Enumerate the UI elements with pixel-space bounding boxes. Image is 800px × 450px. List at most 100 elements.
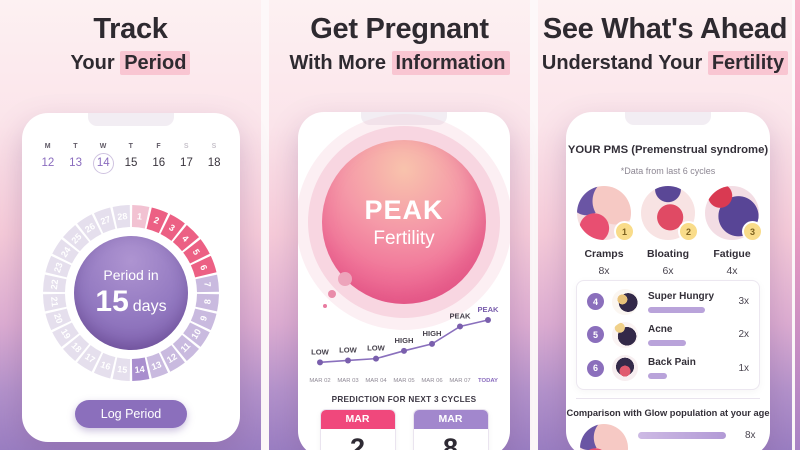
svg-text:3: 3: [167, 222, 177, 233]
peak-label: PEAK: [364, 194, 444, 225]
cycle-card-day: 2: [349, 433, 366, 450]
dow-label: F: [156, 143, 162, 150]
cycle-wheel[interactable]: 1 2 3 4 5 6 7 8 9 10 11 12 13 14 15 16 17 18 19 20 21 22 23 24 2…: [41, 203, 221, 383]
symptom-row-back-pain[interactable]: 6 Back Pain 1x: [577, 355, 759, 382]
week-day-wed-selected[interactable]: W 14: [89, 143, 117, 174]
svg-text:18: 18: [69, 340, 83, 354]
tile2-subtitle: With More Information: [269, 51, 530, 75]
symptom-row-super-hungry[interactable]: 4 Super Hungry 3x: [577, 288, 759, 315]
svg-text:HIGH: HIGH: [395, 336, 414, 345]
phone-mockup-pms: YOUR PMS (Premenstrual syndrome) *Data f…: [566, 112, 770, 450]
period-countdown-value: 15: [95, 285, 129, 318]
cycle-card-day: 8: [442, 433, 459, 450]
top-symptoms-row: 1 Cramps 8x 2 Bloating 6x 3 Fatigue: [572, 186, 764, 277]
svg-text:21: 21: [49, 296, 60, 307]
period-countdown-disc: Period in 15 days: [74, 236, 188, 350]
svg-text:19: 19: [59, 327, 73, 341]
phone-mockup-period-tracker: M 12 T 13 W 14 T 15 F 16: [22, 113, 240, 442]
dow-label: T: [128, 143, 134, 150]
symptom-frequency-bar: [648, 306, 706, 313]
svg-text:24: 24: [59, 245, 73, 259]
rank-badge: 1: [614, 221, 635, 242]
svg-text:TODAY: TODAY: [478, 378, 498, 384]
svg-text:17: 17: [83, 351, 97, 365]
svg-text:MAR 02: MAR 02: [309, 378, 330, 384]
svg-text:22: 22: [49, 279, 60, 290]
cycle-card-mar-2[interactable]: MAR 2: [319, 409, 396, 450]
date-label: 14: [92, 153, 114, 174]
symptom-bloating[interactable]: 2 Bloating 6x: [637, 186, 699, 277]
rank-circle: 4: [587, 293, 604, 311]
symptom-name: Bloating: [647, 248, 689, 260]
rank-circle: 6: [587, 359, 604, 377]
date-label: 16: [152, 157, 166, 169]
tile1-subtitle-highlight: Period: [120, 51, 191, 75]
decorative-dot: [338, 272, 352, 286]
bloating-icon: 2: [641, 186, 699, 242]
symptom-frequency-bar: [648, 339, 686, 346]
tile2-subtitle-prefix: With More: [289, 52, 392, 74]
week-day-thu[interactable]: T 15: [117, 143, 145, 174]
svg-text:LOW: LOW: [311, 347, 330, 356]
svg-text:7: 7: [202, 281, 212, 287]
fatigue-icon: 3: [705, 186, 763, 242]
week-day-sat[interactable]: S 17: [173, 143, 201, 174]
symptom-cramps[interactable]: 1 Cramps 8x: [573, 186, 635, 277]
week-day-sun[interactable]: S 18: [200, 143, 228, 174]
back-pain-icon: [612, 355, 638, 382]
symptom-count: 6x: [662, 265, 674, 277]
svg-text:12: 12: [165, 351, 179, 365]
svg-text:20: 20: [52, 312, 65, 325]
svg-text:1: 1: [137, 211, 143, 221]
acne-icon: [612, 321, 638, 348]
symptom-name: Fatigue: [713, 248, 751, 260]
svg-text:16: 16: [99, 359, 112, 372]
dow-label: M: [44, 143, 52, 150]
symptom-fatigue[interactable]: 3 Fatigue 4x: [701, 186, 763, 277]
symptom-row-acne[interactable]: 5 Acne 2x: [577, 321, 759, 348]
svg-text:LOW: LOW: [367, 344, 386, 353]
svg-text:5: 5: [191, 247, 202, 257]
cycle-card-mar-8[interactable]: MAR 8: [412, 409, 489, 450]
week-day-fri[interactable]: F 16: [145, 143, 173, 174]
week-strip: M 12 T 13 W 14 T 15 F 16: [34, 143, 228, 174]
svg-text:13: 13: [150, 359, 163, 372]
svg-text:MAR 06: MAR 06: [421, 378, 443, 384]
week-day-mon[interactable]: M 12: [34, 143, 62, 174]
svg-text:10: 10: [189, 327, 203, 341]
tile1-title: Track: [93, 13, 168, 45]
date-label: 12: [41, 157, 55, 169]
comparison-bar-row: 8x: [638, 430, 764, 441]
screenshot-tile-track-period: Track Your Period M 12 T 13 W 14 T: [0, 0, 261, 450]
symptom-count: 3x: [738, 296, 749, 308]
pms-data-note: *Data from last 6 cycles: [620, 166, 716, 176]
fertility-line-chart: LOW MAR 02 LOW MAR 03 LOW MAR 04 HIGH MAR 05 HIG…: [309, 305, 499, 384]
dow-label: W: [99, 143, 107, 150]
svg-text:PEAK: PEAK: [477, 305, 499, 314]
phone-notch: [361, 112, 447, 125]
tile2-title: Get Pregnant: [310, 13, 489, 45]
svg-text:15: 15: [117, 364, 128, 375]
rank-badge: 3: [742, 221, 763, 242]
log-period-button[interactable]: Log Period: [75, 400, 187, 428]
tile3-subtitle-prefix: Understand Your: [541, 52, 708, 74]
symptom-name: Cramps: [584, 248, 624, 260]
date-label: 15: [124, 157, 138, 169]
date-label: 13: [69, 157, 82, 169]
screenshot-tile-whats-ahead: See What's Ahead Understand Your Fertili…: [538, 0, 792, 450]
tile1-subtitle: Your Period: [0, 51, 261, 75]
cycle-card-month: MAR: [320, 410, 395, 429]
svg-text:8: 8: [202, 299, 212, 305]
svg-text:25: 25: [69, 231, 83, 245]
svg-text:2: 2: [152, 215, 160, 226]
week-day-tue[interactable]: T 13: [62, 143, 90, 174]
svg-text:6: 6: [198, 264, 209, 272]
svg-text:28: 28: [117, 211, 128, 222]
period-countdown-label: Period in: [103, 267, 159, 283]
phone-notch: [625, 112, 711, 125]
symptom-name: Back Pain: [648, 357, 696, 369]
symptom-count: 8x: [598, 265, 610, 277]
svg-text:4: 4: [180, 233, 191, 244]
cycle-card-month: MAR: [413, 410, 488, 429]
